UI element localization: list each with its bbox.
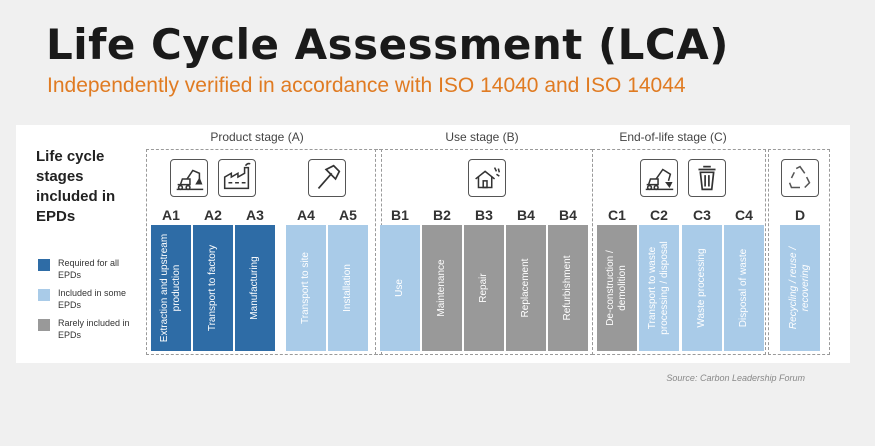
module-code-d: D [794, 207, 806, 223]
page-subtitle: Independently verified in accordance wit… [47, 74, 686, 97]
factory-icon [218, 159, 256, 197]
module-label: Replacement [520, 258, 531, 318]
legend-swatch-rarely [38, 319, 50, 331]
module-bar-b4: Replacement [506, 225, 546, 351]
group-beyond [768, 149, 830, 355]
module-label: Maintenance [436, 259, 447, 317]
module-bar-a1: Extraction and upstream production [151, 225, 191, 351]
lca-diagram: Life cycle stages included in EPDs Requi… [16, 125, 850, 363]
module-bar-b1: Use [380, 225, 420, 351]
legend-item-required: Required for all EPDs [38, 257, 134, 281]
module-code-b5: B4 [559, 207, 577, 223]
module-bar-d: Recycling / reuse / recovering [780, 225, 820, 351]
module-code-a2: A2 [204, 207, 222, 223]
legend-item-rarely: Rarely included in EPDs [38, 317, 134, 341]
module-code-b2: B2 [433, 207, 451, 223]
module-bar-b2: Maintenance [422, 225, 462, 351]
module-label: Installation [342, 264, 353, 312]
module-label: Waste processing [696, 248, 707, 328]
stage-label-product: Product stage (A) [210, 130, 304, 144]
module-code-c1: C1 [608, 207, 626, 223]
module-label: Refurbishment [562, 255, 573, 321]
legend-swatch-some [38, 289, 50, 301]
module-code-c2: C2 [650, 207, 668, 223]
house-icon [468, 159, 506, 197]
module-label: Extraction and upstream production [159, 233, 182, 343]
module-code-b1: B1 [391, 207, 409, 223]
module-bar-c1: De-construction / demolition [597, 225, 637, 351]
module-code-c4: C4 [735, 207, 753, 223]
module-label: De-construction / demolition [605, 250, 628, 326]
stages-heading: Life cycle stages included in EPDs [36, 148, 116, 225]
module-label: Disposal of waste [738, 248, 749, 328]
legend-item-some: Included in some EPDs [38, 287, 134, 311]
legend-label: Required for all EPDs [58, 258, 120, 280]
module-label: Transport to waste processing / disposal [647, 241, 670, 335]
module-code-a3: A3 [246, 207, 264, 223]
module-code-b3: B3 [475, 207, 493, 223]
module-code-a4: A4 [297, 207, 315, 223]
demolition-icon [640, 159, 678, 197]
module-bar-a3: Manufacturing [235, 225, 275, 351]
module-code-a5: A5 [339, 207, 357, 223]
module-bar-a4: Transport to site [286, 225, 326, 351]
trash-can-icon [688, 159, 726, 197]
module-label: Use [394, 279, 405, 297]
module-bar-b3: Repair [464, 225, 504, 351]
module-label: Transport to site [300, 252, 311, 324]
page-title: Life Cycle Assessment (LCA) [46, 20, 729, 69]
legend-label: Rarely included in EPDs [58, 318, 130, 340]
module-label: Repair [478, 273, 489, 303]
module-code-b4: B4 [517, 207, 535, 223]
module-bar-b5: Refurbishment [548, 225, 588, 351]
module-bar-a2: Transport to factory [193, 225, 233, 351]
module-label: Recycling / reuse / recovering [788, 246, 811, 330]
legend-swatch-required [38, 259, 50, 271]
legend-label: Included in some EPDs [58, 288, 127, 310]
excavator-icon [170, 159, 208, 197]
stage-label-eol: End-of-life stage (C) [619, 130, 727, 144]
module-code-a1: A1 [162, 207, 180, 223]
module-bar-c3: Waste processing [682, 225, 722, 351]
module-label: Manufacturing [249, 256, 260, 320]
module-bar-c2: Transport to waste processing / disposal [639, 225, 679, 351]
recycle-icon [781, 159, 819, 197]
module-bar-a5: Installation [328, 225, 368, 351]
stage-label-use: Use stage (B) [445, 130, 519, 144]
module-code-c3: C3 [693, 207, 711, 223]
module-label: Transport to factory [207, 244, 218, 332]
module-bar-c4: Disposal of waste [724, 225, 764, 351]
hammer-icon [308, 159, 346, 197]
source-note: Source: Carbon Leadership Forum [666, 373, 805, 383]
group-eol [592, 149, 766, 355]
legend: Required for all EPDs Included in some E… [38, 257, 134, 347]
